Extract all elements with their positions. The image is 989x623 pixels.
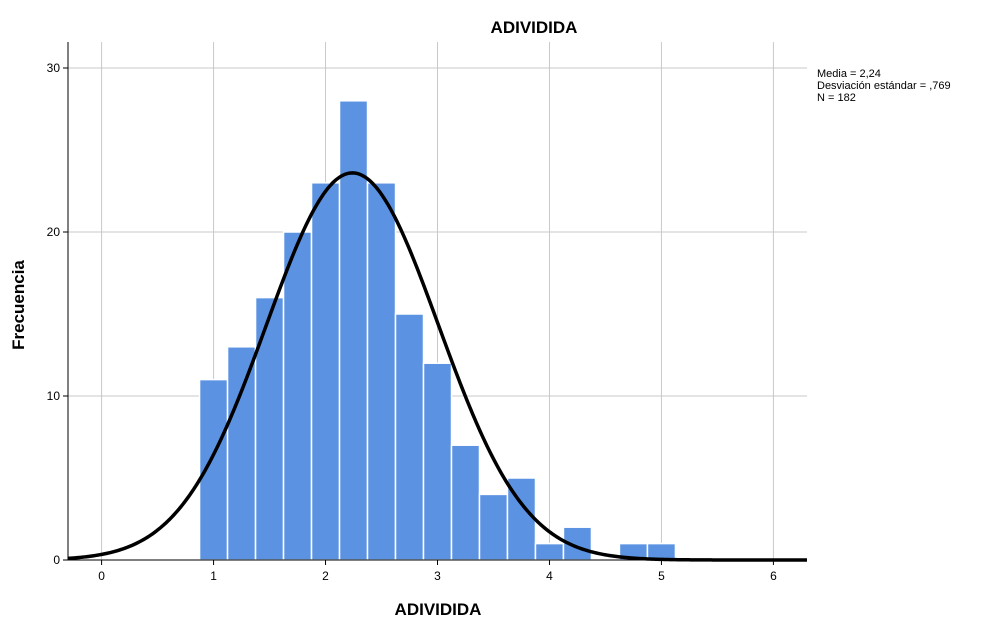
histogram-bar [478,493,509,561]
histogram-bar [450,444,481,561]
histogram-bar [534,542,565,561]
histogram-bar [226,346,257,561]
stats-mean: Media = 2,24 [817,68,881,80]
x-tick-label: 6 [770,569,777,583]
histogram-bar [394,313,425,561]
histogram-bar [310,182,341,561]
y-tick-label: 10 [47,389,61,403]
x-tick-label: 3 [434,569,441,583]
stats-n: N = 182 [817,92,856,104]
grid-lines [68,42,807,560]
histogram-bar [254,296,285,561]
x-tick-label: 1 [210,569,217,583]
x-tick-label: 0 [98,569,105,583]
y-axis-title: Frecuencia [9,260,28,350]
stats-sd: Desviación estándar = ,769 [817,80,951,92]
y-tick-label: 0 [53,553,60,567]
x-tick-label: 5 [658,569,665,583]
tick-labels: 0 1 2 3 4 5 6 0 10 20 30 [47,61,777,583]
histogram-bar [366,182,397,561]
histogram-bar [338,100,369,561]
x-tick-label: 2 [322,569,329,583]
x-tick-label: 4 [546,569,553,583]
y-tick-label: 20 [47,225,61,239]
histogram-bar [422,362,453,561]
chart-title: ADIVIDIDA [491,18,578,37]
y-tick-label: 30 [47,61,61,75]
histogram-bar [282,231,313,561]
x-axis-title: ADIVIDIDA [395,600,482,619]
